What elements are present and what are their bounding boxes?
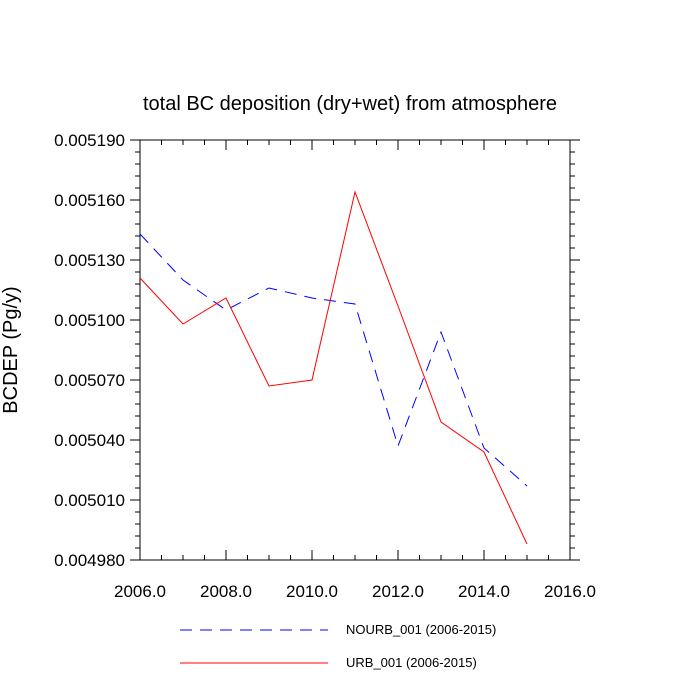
- legend-label-2: URB_001 (2006-2015): [346, 655, 477, 670]
- y-tick-label: 0.004980: [54, 551, 125, 570]
- y-axis-label: BCDEP (Pg/y): [0, 286, 22, 413]
- axis-ticks: [130, 139, 580, 561]
- x-tick-label: 2012.0: [372, 582, 424, 601]
- series-lines: [139, 190, 528, 545]
- series-line-1: [139, 233, 528, 487]
- y-tick-label: 0.005070: [54, 371, 125, 390]
- y-tick-label: 0.005040: [54, 431, 125, 450]
- x-tick-label: 2010.0: [286, 582, 338, 601]
- y-tick-label: 0.005010: [54, 491, 125, 510]
- y-tick-label: 0.005100: [54, 311, 125, 330]
- x-tick-label: 2008.0: [200, 582, 252, 601]
- x-tick-label: 2014.0: [458, 582, 510, 601]
- legend-label-1: NOURB_001 (2006-2015): [346, 622, 496, 637]
- x-tick-label: 2006.0: [114, 582, 166, 601]
- y-tick-label: 0.005160: [54, 191, 125, 210]
- tick-labels: 2006.0 2008.0 2010.0 2012.0 2014.0 2016.0 0.00…: [54, 131, 596, 601]
- y-tick-label: 0.005190: [54, 131, 125, 150]
- y-tick-label: 0.005130: [54, 251, 125, 270]
- x-tick-label: 2016.0: [544, 582, 596, 601]
- legend: NOURB_001 (2006-2015) URB_001 (2006-2015): [180, 622, 496, 670]
- series-line-2: [139, 190, 528, 545]
- chart-title: total BC deposition (dry+wet) from atmos…: [143, 93, 557, 115]
